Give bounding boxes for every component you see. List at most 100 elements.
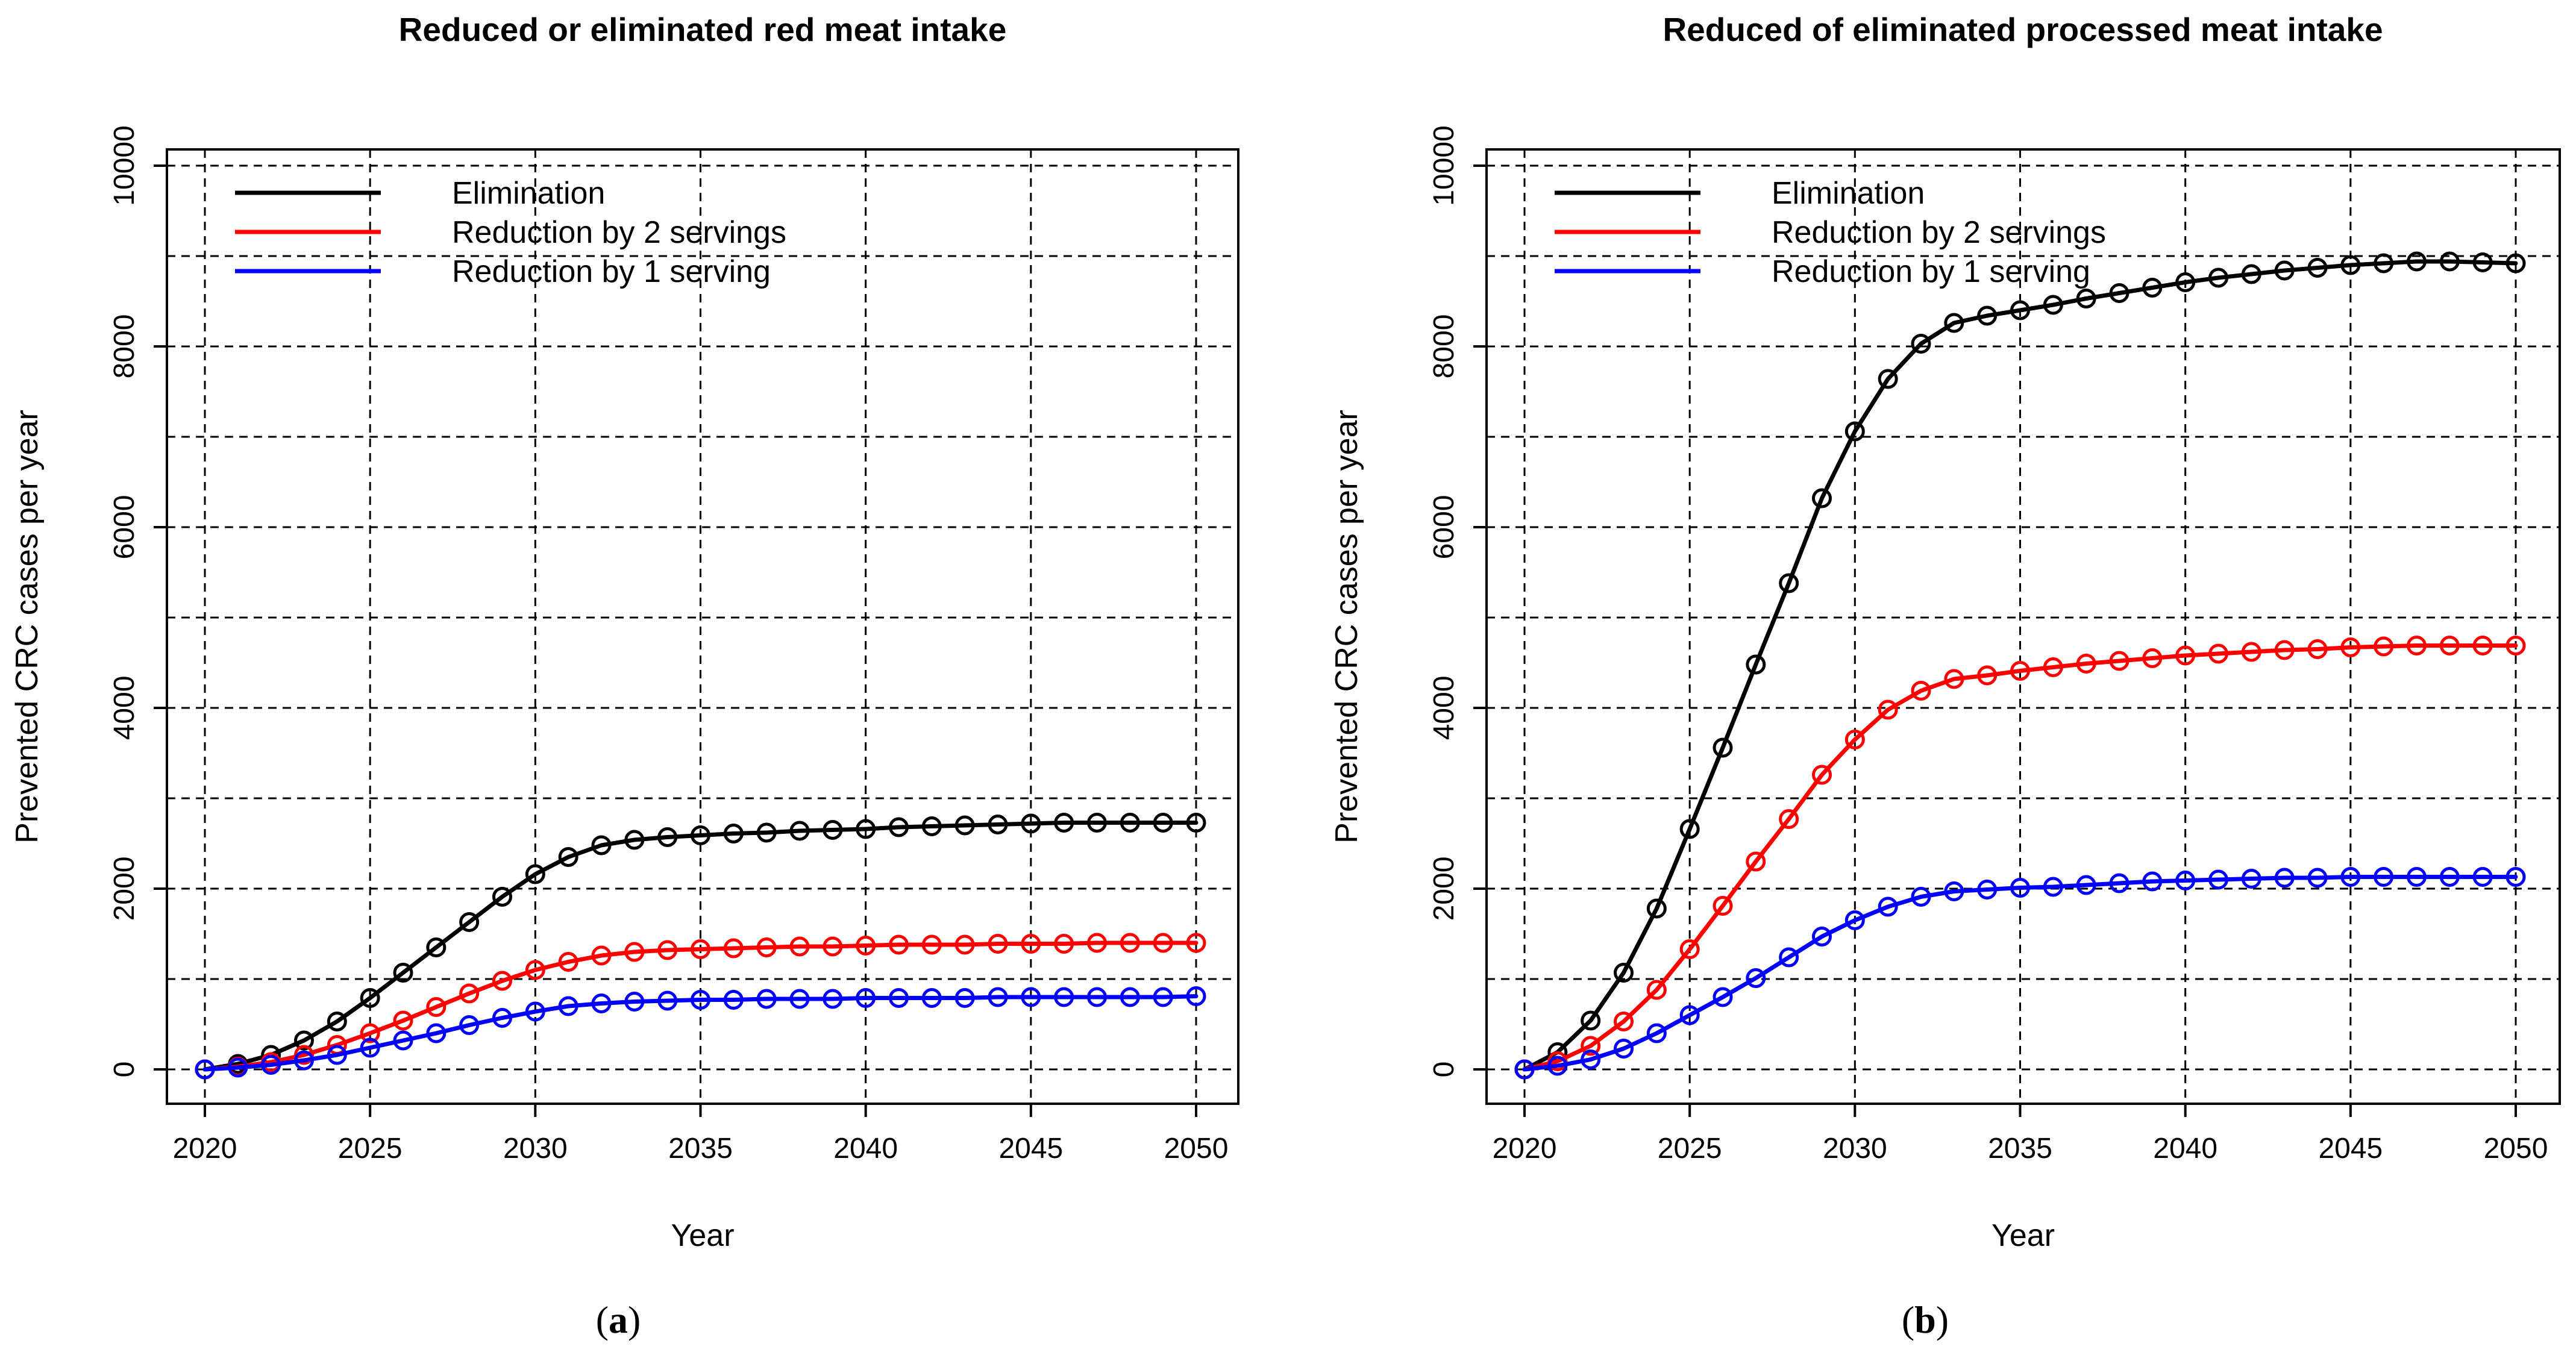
series-line-elimination: [1522, 259, 2518, 1072]
data-point-reduction_1: [1186, 986, 1206, 1006]
data-point-reduction_2: [1120, 933, 1140, 953]
data-point-reduction_1: [1679, 1005, 1700, 1025]
data-point-elimination: [1153, 813, 1173, 833]
data-point-reduction_2: [1812, 765, 1832, 785]
y-tick-label: 10000: [108, 125, 140, 205]
data-point-reduction_2: [691, 939, 710, 959]
x-tick-label: 2040: [833, 1133, 898, 1165]
data-point-reduction_2: [2374, 636, 2394, 657]
data-point-reduction_1: [1054, 987, 1074, 1007]
data-point-reduction_1: [2142, 871, 2163, 892]
data-point-reduction_2: [921, 934, 942, 955]
data-point-reduction_1: [856, 988, 876, 1008]
data-point-reduction_1: [2010, 878, 2030, 898]
data-point-elimination: [2241, 264, 2261, 284]
data-point-reduction_1: [2208, 869, 2228, 890]
y-tick-label: 8000: [1428, 314, 1460, 379]
data-point-elimination: [2076, 289, 2096, 308]
data-point-reduction_2: [1646, 980, 1667, 1000]
data-point-elimination: [1021, 813, 1041, 834]
legend-label-reduction_1: Reduction by 1 serving: [1772, 254, 2090, 289]
data-point-reduction_1: [2307, 868, 2328, 888]
data-point-reduction_1: [360, 1037, 380, 1058]
data-point-reduction_2: [1746, 851, 1766, 872]
data-point-reduction_2: [492, 971, 512, 991]
data-point-elimination: [954, 815, 975, 836]
x-tick-label: 2020: [1493, 1133, 1557, 1165]
data-point-reduction_1: [2472, 867, 2493, 887]
data-point-reduction_2: [856, 936, 876, 956]
data-point-reduction_1: [2043, 877, 2063, 897]
data-point-reduction_2: [1844, 730, 1865, 749]
data-point-reduction_1: [1087, 987, 1107, 1007]
legend-label-reduction_1: Reduction by 1 serving: [452, 254, 771, 289]
data-point-reduction_1: [1614, 1039, 1634, 1059]
y-tick-label: 10000: [1428, 125, 1460, 205]
data-point-reduction_1: [691, 990, 710, 1010]
data-point-reduction_1: [558, 996, 578, 1016]
data-point-elimination: [2307, 258, 2328, 278]
data-point-elimination: [1614, 963, 1634, 983]
data-point-elimination: [1713, 737, 1733, 758]
data-point-reduction_2: [1581, 1036, 1601, 1056]
data-point-elimination: [459, 912, 480, 932]
data-point-reduction_2: [823, 936, 843, 957]
data-point-reduction_2: [789, 936, 810, 957]
data-point-reduction_2: [889, 934, 909, 955]
data-point-reduction_2: [2109, 651, 2129, 671]
data-point-elimination: [2043, 295, 2063, 315]
data-point-reduction_1: [591, 993, 612, 1013]
data-point-reduction_2: [591, 945, 612, 966]
data-point-reduction_1: [2374, 867, 2394, 887]
data-point-reduction_2: [2505, 636, 2526, 655]
data-point-elimination: [789, 821, 810, 841]
y-tick-label: 6000: [108, 495, 140, 560]
plot-frame: [166, 148, 1239, 1105]
data-point-reduction_1: [1120, 987, 1140, 1007]
data-point-elimination: [1679, 819, 1700, 839]
data-point-reduction_2: [988, 934, 1008, 954]
data-point-elimination: [2439, 251, 2460, 272]
data-point-elimination: [1120, 813, 1140, 833]
x-tick-label: 2025: [1658, 1133, 1722, 1165]
data-point-reduction_2: [2010, 661, 2030, 681]
x-tick-label: 2025: [338, 1133, 403, 1165]
data-point-elimination: [360, 988, 380, 1008]
data-point-reduction_1: [426, 1023, 447, 1043]
data-point-elimination: [294, 1030, 314, 1051]
data-point-elimination: [691, 825, 710, 845]
data-point-reduction_1: [657, 990, 678, 1011]
data-point-reduction_2: [2043, 657, 2063, 677]
data-point-reduction_1: [1977, 880, 1998, 899]
data-point-reduction_2: [2340, 637, 2361, 657]
data-point-elimination: [591, 835, 612, 856]
data-point-elimination: [2274, 260, 2295, 281]
data-point-reduction_1: [2407, 867, 2427, 887]
series-line-reduction_2: [202, 940, 1199, 1072]
x-tick-label: 2030: [503, 1133, 568, 1165]
y-tick-label: 0: [108, 1062, 140, 1078]
data-point-reduction_1: [2076, 875, 2096, 895]
data-point-reduction_2: [1087, 933, 1107, 953]
data-point-elimination: [2374, 253, 2394, 274]
data-point-reduction_1: [789, 989, 810, 1009]
chart-title-a: Reduced or eliminated red meat intake: [399, 11, 1007, 48]
data-point-reduction_1: [327, 1045, 347, 1065]
data-point-reduction_2: [2274, 640, 2295, 660]
data-point-reduction_1: [1812, 927, 1832, 946]
data-point-reduction_2: [360, 1023, 380, 1043]
legend-label-reduction_2: Reduction by 2 servings: [1772, 215, 2106, 250]
x-tick-label: 2045: [2318, 1133, 2383, 1165]
y-tick-label: 0: [1428, 1062, 1460, 1078]
data-point-reduction_1: [1779, 947, 1799, 968]
panel-label-b: (b): [1902, 1298, 1949, 1341]
x-tick-label: 2045: [998, 1133, 1063, 1165]
data-point-elimination: [2472, 252, 2493, 272]
data-point-reduction_1: [228, 1057, 248, 1078]
data-point-reduction_2: [2307, 639, 2328, 659]
data-point-reduction_2: [1977, 665, 1998, 686]
data-point-reduction_1: [1944, 881, 1964, 901]
data-point-elimination: [756, 822, 777, 843]
x-axis-label: Year: [671, 1218, 734, 1253]
